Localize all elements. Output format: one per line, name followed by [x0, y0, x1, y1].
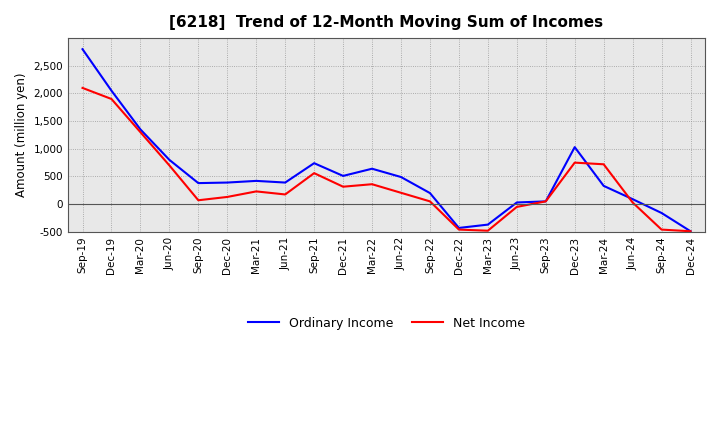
Net Income [513, 204, 521, 209]
Ordinary Income [165, 157, 174, 162]
Net Income [397, 190, 405, 195]
Y-axis label: Amount (million yen): Amount (million yen) [15, 73, 28, 197]
Ordinary Income [281, 180, 289, 185]
Net Income [368, 182, 377, 187]
Ordinary Income [310, 161, 318, 166]
Ordinary Income [223, 180, 232, 185]
Line: Net Income: Net Income [83, 88, 690, 231]
Legend: Ordinary Income, Net Income: Ordinary Income, Net Income [243, 312, 531, 335]
Ordinary Income [368, 166, 377, 171]
Net Income [686, 229, 695, 234]
Net Income [136, 129, 145, 135]
Net Income [599, 161, 608, 167]
Net Income [281, 192, 289, 197]
Ordinary Income [599, 183, 608, 188]
Net Income [484, 228, 492, 233]
Net Income [78, 85, 87, 91]
Ordinary Income [107, 88, 116, 93]
Ordinary Income [252, 178, 261, 183]
Ordinary Income [194, 180, 202, 186]
Ordinary Income [454, 225, 463, 231]
Ordinary Income [426, 191, 434, 196]
Ordinary Income [136, 127, 145, 132]
Ordinary Income [541, 199, 550, 204]
Net Income [165, 163, 174, 168]
Ordinary Income [397, 174, 405, 180]
Ordinary Income [629, 197, 637, 202]
Net Income [107, 96, 116, 102]
Net Income [657, 227, 666, 232]
Net Income [339, 184, 348, 189]
Net Income [454, 227, 463, 232]
Ordinary Income [78, 47, 87, 52]
Net Income [194, 198, 202, 203]
Ordinary Income [686, 229, 695, 234]
Ordinary Income [484, 222, 492, 227]
Net Income [541, 199, 550, 204]
Net Income [223, 194, 232, 200]
Ordinary Income [657, 210, 666, 216]
Ordinary Income [513, 200, 521, 205]
Ordinary Income [570, 144, 579, 150]
Line: Ordinary Income: Ordinary Income [83, 49, 690, 231]
Net Income [570, 160, 579, 165]
Net Income [426, 199, 434, 204]
Net Income [629, 200, 637, 205]
Title: [6218]  Trend of 12-Month Moving Sum of Incomes: [6218] Trend of 12-Month Moving Sum of I… [169, 15, 603, 30]
Ordinary Income [339, 173, 348, 179]
Net Income [252, 189, 261, 194]
Net Income [310, 171, 318, 176]
